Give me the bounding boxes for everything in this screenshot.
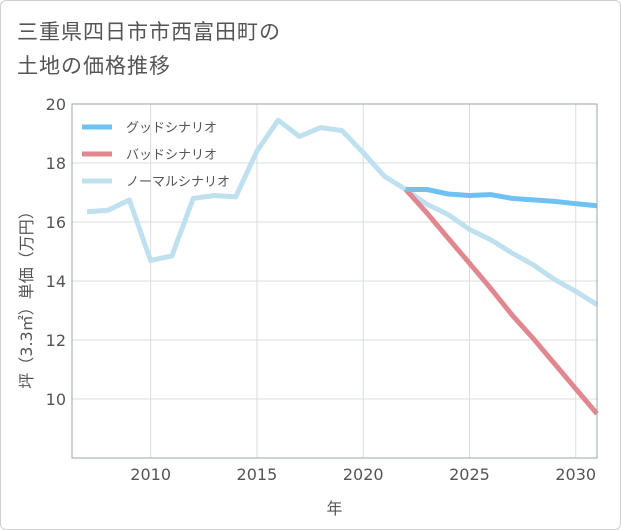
- axes: 10 12 14 16 18 20 2010 2015 2020 2025 2030: [46, 95, 598, 484]
- x-tick-label: 2025: [449, 465, 490, 484]
- y-tick-label: 14: [46, 272, 66, 291]
- x-tick-label: 2030: [555, 465, 596, 484]
- y-axis-title: 坪（3.3㎡）単価（万円）: [17, 203, 36, 388]
- series-line: [405, 187, 598, 209]
- chart-title-line-2: 土地の価格推移: [17, 54, 171, 78]
- chart-title-line-1: 三重県四日市市西富田町の: [17, 20, 281, 44]
- y-tick-label: 18: [46, 154, 66, 173]
- series-layer: [86, 117, 599, 416]
- legend-label: グッドシナリオ: [126, 121, 217, 136]
- y-tick-label: 10: [46, 390, 66, 409]
- chart-title: 三重県四日市市西富田町の 土地の価格推移: [17, 15, 281, 83]
- series-line: [86, 117, 599, 307]
- x-tick-label: 2015: [237, 465, 278, 484]
- plot-frame: [71, 103, 598, 459]
- x-tick-label: 2010: [130, 465, 171, 484]
- x-axis-title: 年: [326, 499, 342, 518]
- legend-label: ノーマルシナリオ: [126, 175, 230, 190]
- series-line: [403, 187, 599, 416]
- y-tick-label: 16: [46, 213, 66, 232]
- y-tick-label: 20: [46, 95, 66, 114]
- x-tick-label: 2020: [343, 465, 384, 484]
- y-tick-label: 12: [46, 331, 66, 350]
- legend-label: バッドシナリオ: [126, 148, 217, 163]
- grid-lines: [72, 103, 597, 458]
